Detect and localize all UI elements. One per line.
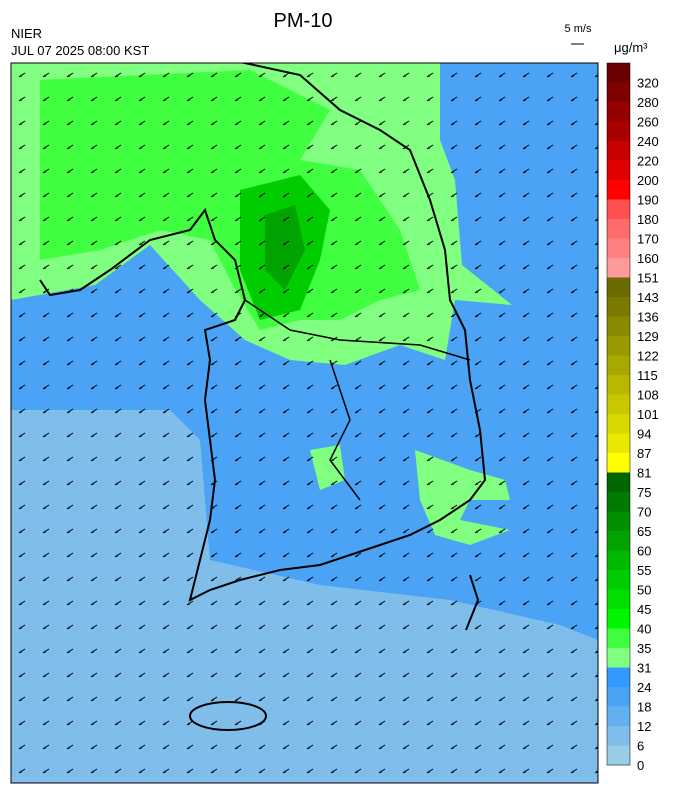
colorbar-label: 87 xyxy=(637,446,651,461)
colorbar-label: 18 xyxy=(637,700,651,715)
colorbar-label: 129 xyxy=(637,329,659,344)
colorbar-segment xyxy=(607,414,630,434)
colorbar-segment xyxy=(607,531,630,551)
colorbar-label: 65 xyxy=(637,524,651,539)
colorbar-label: 200 xyxy=(637,173,659,188)
colorbar-label: 170 xyxy=(637,232,659,247)
colorbar-segment xyxy=(607,160,630,181)
colorbar-segment xyxy=(607,648,630,668)
colorbar: 3202802602402202001901801701601511431361… xyxy=(606,62,659,773)
colorbar-label: 24 xyxy=(637,680,651,695)
colorbar-segment xyxy=(607,336,630,356)
wind-arrows xyxy=(11,63,598,783)
colorbar-label: 94 xyxy=(637,427,651,442)
colorbar-segment xyxy=(607,316,630,337)
colorbar-label: 280 xyxy=(637,95,659,110)
colorbar-segment xyxy=(607,297,630,317)
colorbar-label: 40 xyxy=(637,622,651,637)
colorbar-label: 115 xyxy=(637,368,658,383)
map xyxy=(11,63,598,783)
colorbar-label: 12 xyxy=(637,719,651,734)
colorbar-segment xyxy=(607,238,630,259)
colorbar-label: 31 xyxy=(637,661,651,676)
colorbar-segment xyxy=(607,511,630,532)
colorbar-label: 240 xyxy=(637,134,659,149)
colorbar-label: 0 xyxy=(637,758,644,773)
colorbar-label: 136 xyxy=(637,310,659,325)
border xyxy=(244,299,471,361)
map-frame xyxy=(10,62,599,784)
colorbar-label: 45 xyxy=(637,602,651,617)
colorbar-segment xyxy=(607,219,630,239)
colorbar-segment xyxy=(607,355,630,376)
colorbar-label: 50 xyxy=(637,583,651,598)
colorbar-segment xyxy=(607,63,630,83)
agency: NIER xyxy=(11,26,42,41)
colorbar-segment xyxy=(607,199,630,220)
colorbar-segment xyxy=(607,609,630,629)
colorbar-segment xyxy=(607,570,630,590)
colorbar-label: 75 xyxy=(637,485,651,500)
colorbar-segment xyxy=(607,492,630,512)
colorbar-label: 180 xyxy=(637,212,659,227)
colorbar-label: 151 xyxy=(637,271,659,286)
colorbar-segment xyxy=(607,180,630,200)
colorbar-label: 160 xyxy=(637,251,659,266)
colorbar-label: 143 xyxy=(637,290,659,305)
colorbar-segment xyxy=(607,121,630,142)
colorbar-segment xyxy=(607,141,630,161)
colorbar-segment xyxy=(607,726,630,746)
colorbar-label: 55 xyxy=(637,563,651,578)
coastline xyxy=(39,63,487,602)
colorbar-label: 101 xyxy=(637,407,659,422)
colorbar-segment xyxy=(607,258,630,278)
jeju xyxy=(189,701,267,731)
colorbar-label: 70 xyxy=(637,505,651,520)
colorbar-segment xyxy=(607,589,630,610)
colorbar-segment xyxy=(607,628,630,649)
colorbar-segment xyxy=(607,550,630,571)
colorbar-segment xyxy=(607,667,630,688)
colorbar-segment xyxy=(607,102,630,122)
title: PM-10 xyxy=(274,10,333,32)
colorbar-segment xyxy=(607,394,630,415)
colorbar-label: 60 xyxy=(637,544,651,559)
colorbar-label: 220 xyxy=(637,154,659,169)
colorbar-label: 320 xyxy=(637,76,659,91)
colorbar-frame xyxy=(606,62,631,766)
colorbar-segment xyxy=(607,472,630,493)
colorbar-segment xyxy=(607,687,630,707)
colorbar-label: 81 xyxy=(637,466,651,481)
colorbar-label: 108 xyxy=(637,388,659,403)
colorbar-segment xyxy=(607,433,630,454)
colorbar-segment xyxy=(607,453,630,473)
colorbar-label: 260 xyxy=(637,115,659,130)
colorbar-segment xyxy=(607,277,630,298)
colorbar-label: 35 xyxy=(637,641,651,656)
unit: μg/m³ xyxy=(614,40,648,55)
colorbar-label: 190 xyxy=(637,193,659,208)
colorbar-segment xyxy=(607,745,630,766)
colorbar-segment xyxy=(607,706,630,727)
colorbar-segment xyxy=(607,375,630,395)
border xyxy=(329,359,361,501)
wind-scale: 5 m/s xyxy=(565,23,592,35)
datetime: JUL 07 2025 08:00 KST xyxy=(11,43,149,58)
colorbar-segment xyxy=(607,82,630,103)
colorbar-label: 122 xyxy=(637,349,659,364)
island xyxy=(465,574,480,631)
colorbar-label: 6 xyxy=(637,739,644,754)
